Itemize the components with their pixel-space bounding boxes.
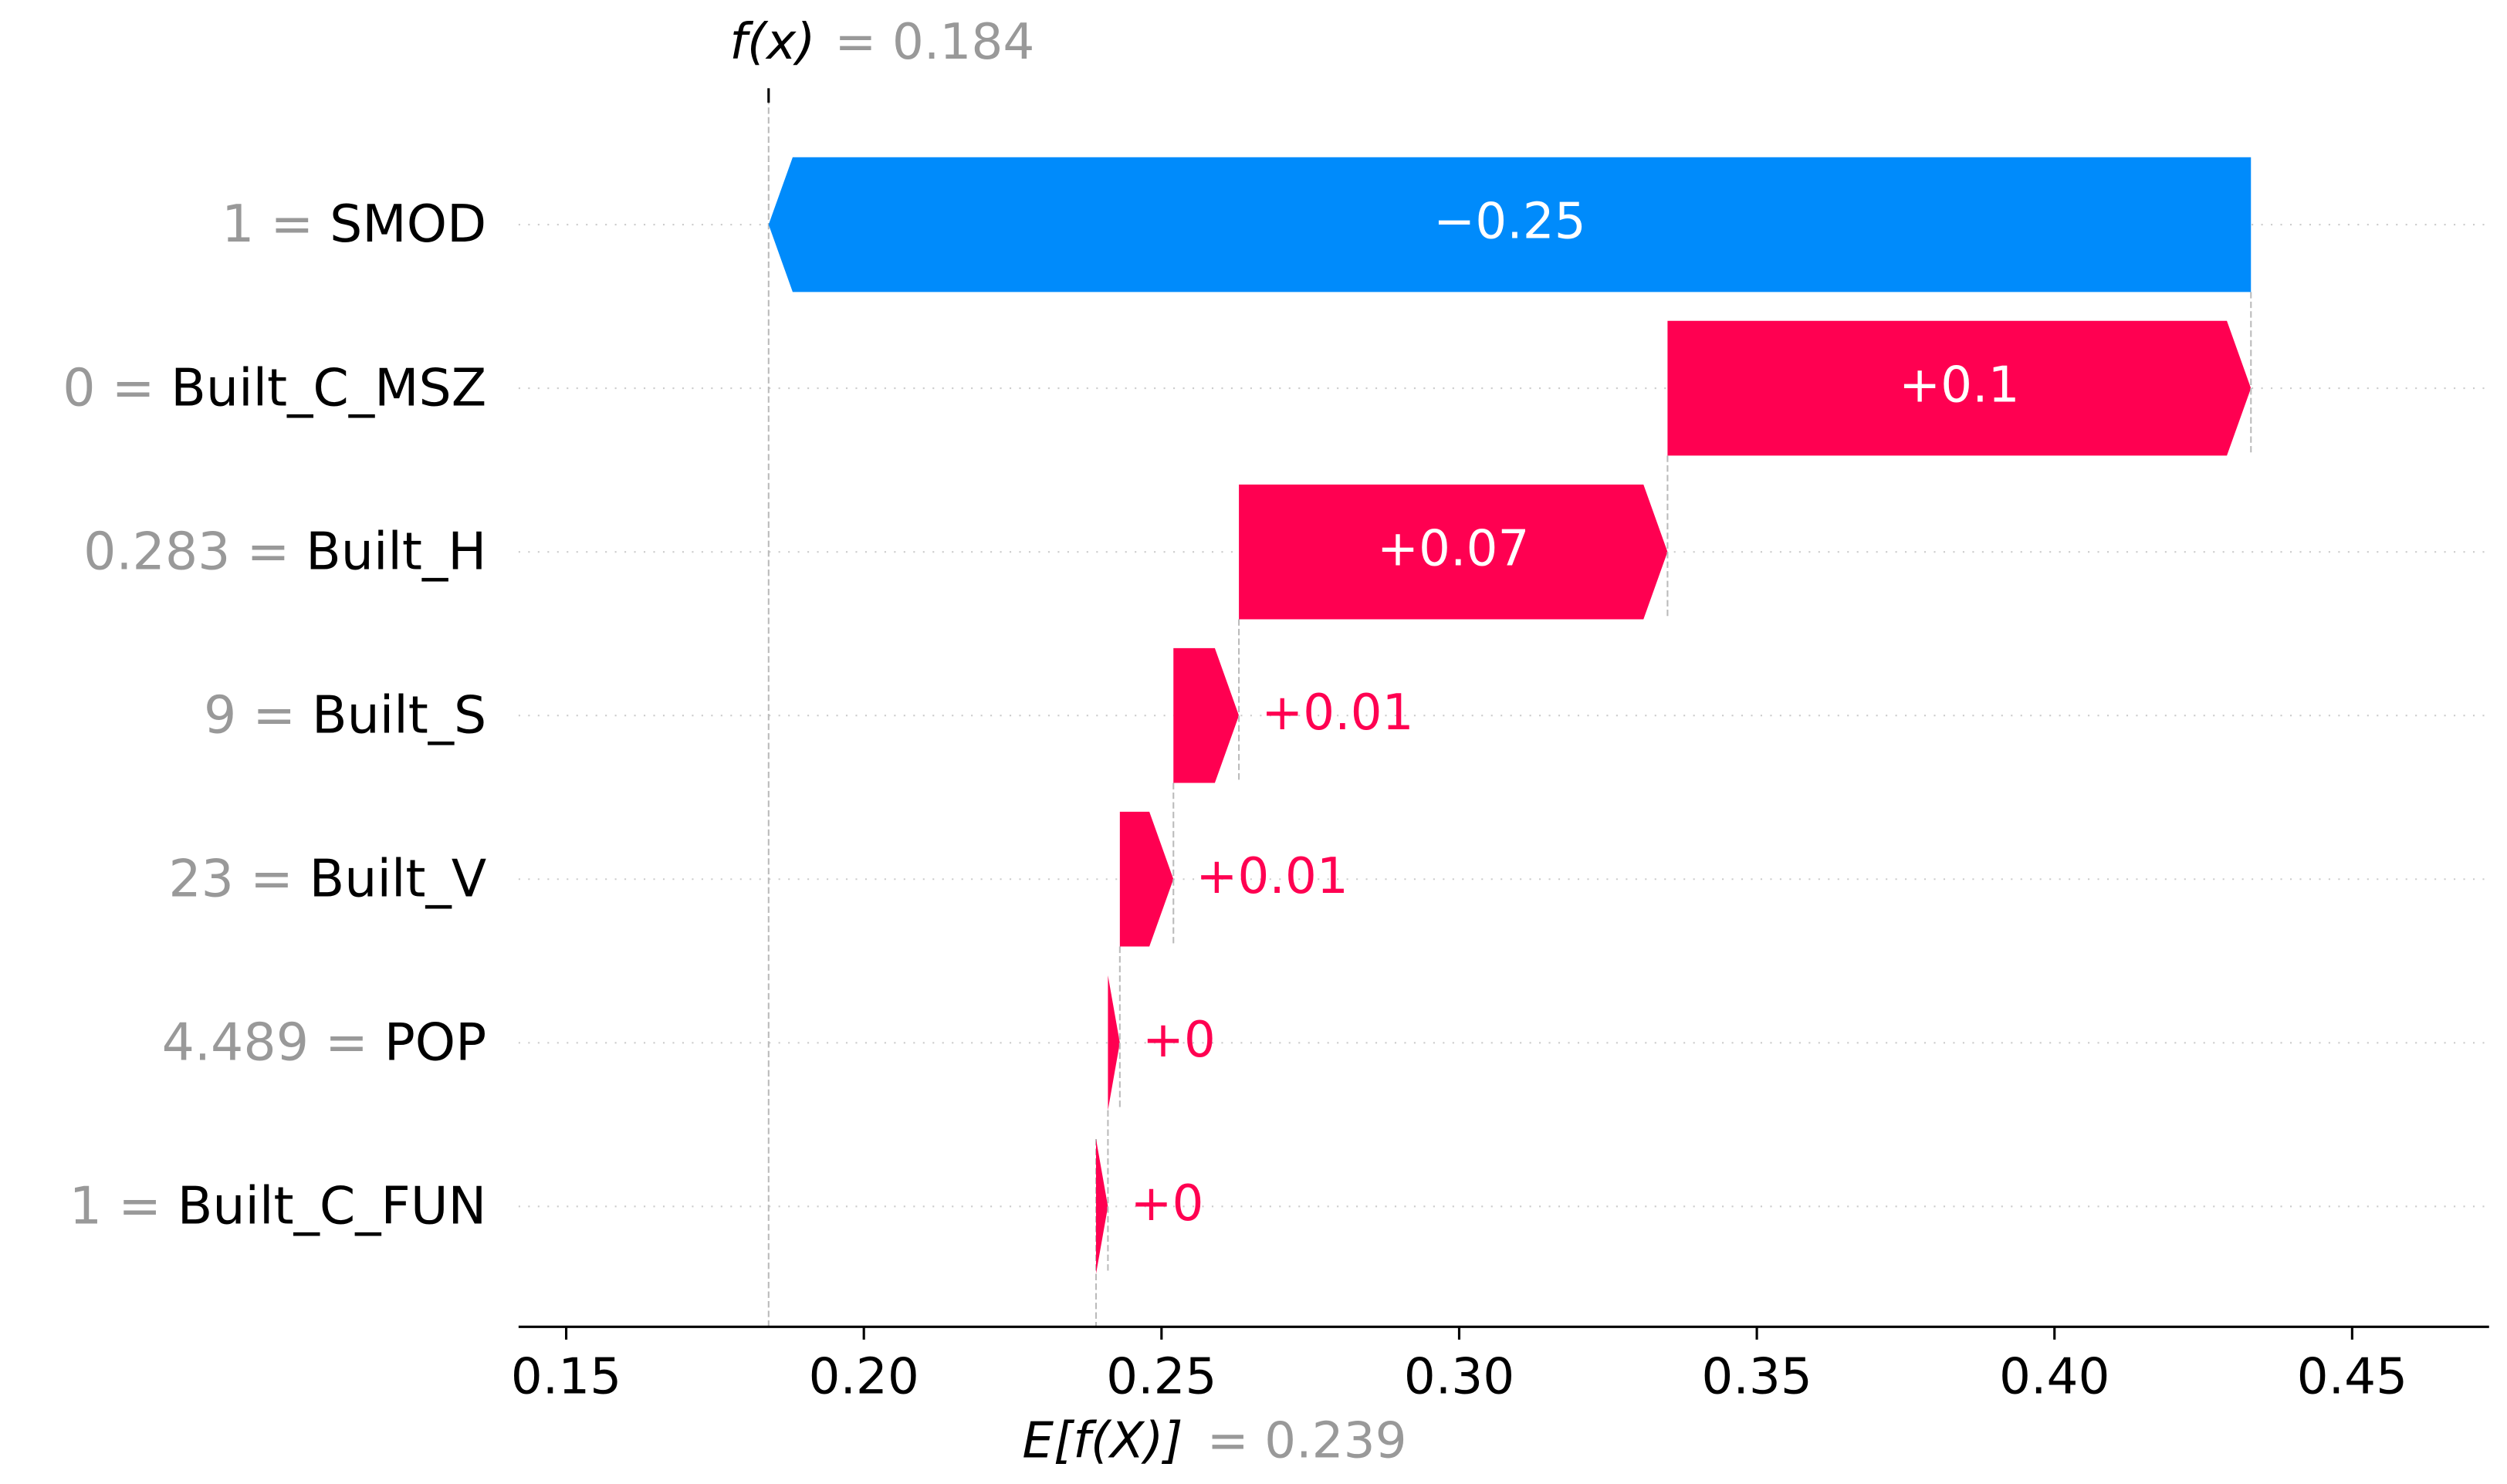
bar [1667, 320, 2252, 456]
feature-label: 0 = Built_C_MSZ [63, 357, 486, 417]
value-label: +0.01 [1261, 684, 1413, 742]
feature-name: Built_H [306, 521, 486, 581]
bar [768, 157, 2252, 292]
feature-value: 4.489 = [162, 1012, 368, 1073]
feature-value: 1 = [222, 194, 313, 254]
x-tick-label: 0.35 [1701, 1347, 1812, 1405]
base-label: E[f(X)] [1022, 1412, 1182, 1470]
fx-value-label: = 0.184 [834, 13, 1034, 71]
bar [1095, 1139, 1108, 1274]
value-label: +0 [1131, 1175, 1204, 1232]
feature-label: 0.283 = Built_H [83, 521, 486, 581]
feature-name: Built_C_FUN [178, 1176, 487, 1236]
value-label: −0.25 [1433, 193, 1585, 251]
feature-name: SMOD [330, 194, 486, 254]
value-label: +0.1 [1899, 357, 2019, 414]
value-label: +0.07 [1377, 520, 1529, 578]
bar [1173, 647, 1240, 783]
x-tick-label: 0.20 [808, 1347, 919, 1405]
fx-label: f(x) [729, 13, 815, 71]
feature-name: Built_C_MSZ [171, 357, 486, 417]
x-tick-label: 0.40 [1999, 1347, 2109, 1405]
feature-value: 1 = [69, 1176, 161, 1236]
bar [1239, 484, 1668, 620]
bar [1119, 811, 1174, 947]
x-tick-label: 0.15 [511, 1347, 621, 1405]
feature-name: Built_S [312, 685, 486, 745]
bar [1108, 975, 1120, 1110]
feature-name: Built_V [310, 848, 487, 908]
x-tick-label: 0.30 [1404, 1347, 1514, 1405]
feature-value: 23 = [168, 848, 293, 908]
value-label: +0.01 [1196, 847, 1348, 905]
value-label: +0 [1142, 1011, 1216, 1069]
feature-name: POP [384, 1012, 487, 1073]
feature-label: 9 = Built_S [204, 685, 486, 745]
feature-value: 9 = [204, 685, 296, 745]
feature-value: 0.283 = [83, 521, 289, 581]
feature-label: 1 = Built_C_FUN [69, 1176, 486, 1236]
x-tick-label: 0.45 [2297, 1347, 2407, 1405]
feature-label: 4.489 = POP [162, 1012, 487, 1073]
x-tick-label: 0.25 [1106, 1347, 1216, 1405]
feature-label: 1 = SMOD [222, 194, 486, 254]
feature-value: 0 = [63, 357, 154, 417]
base-value-label: = 0.239 [1207, 1412, 1407, 1470]
feature-label: 23 = Built_V [168, 848, 486, 908]
